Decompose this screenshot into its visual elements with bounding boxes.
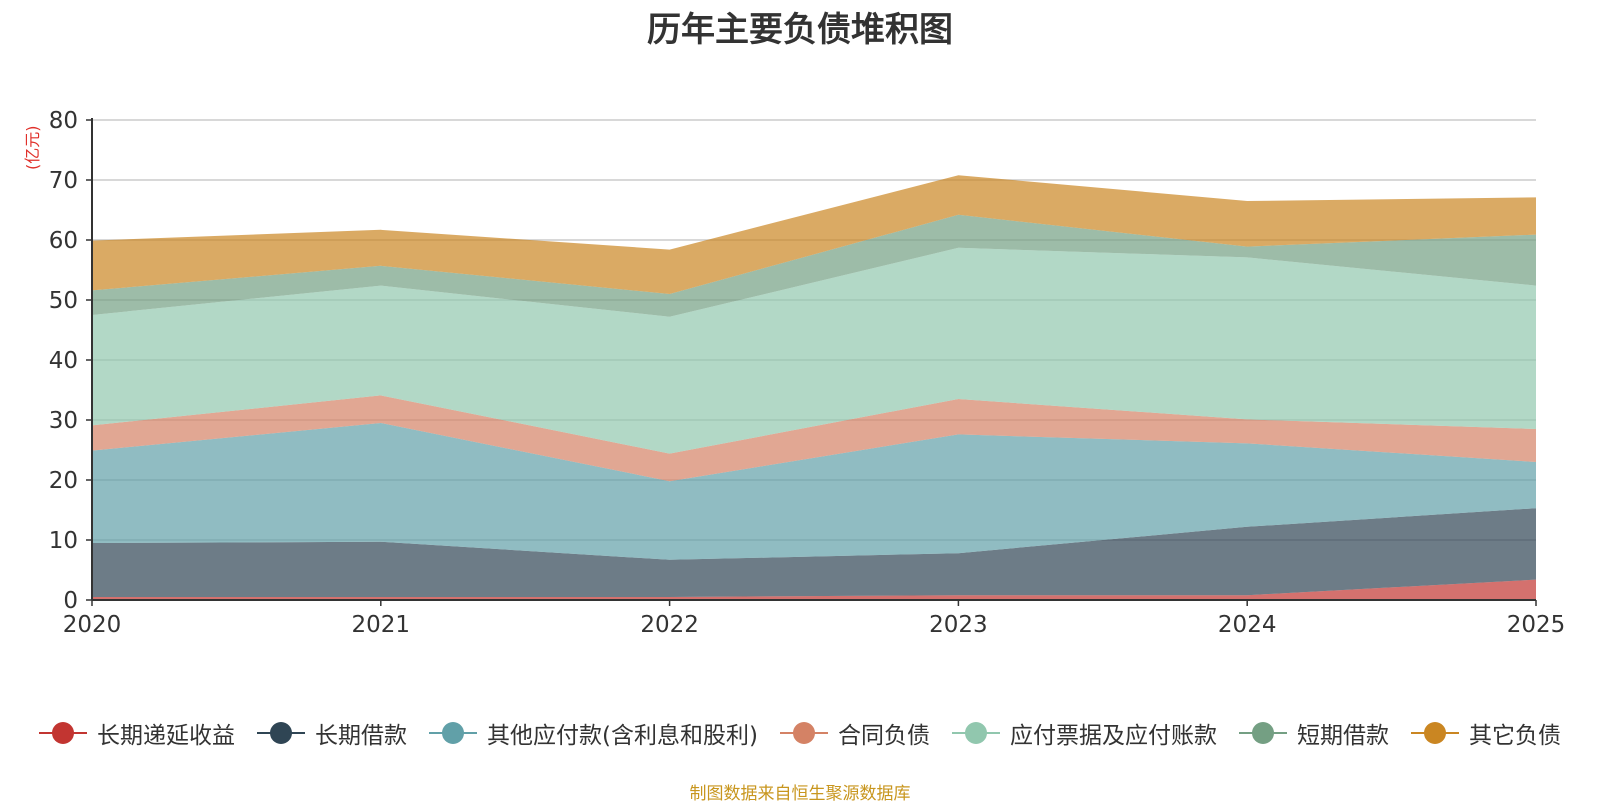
- y-tick-label: 40: [49, 348, 78, 374]
- x-tick-label: 2025: [1507, 612, 1566, 638]
- legend-marker-dot: [442, 722, 465, 744]
- x-tick-label: 2020: [63, 612, 122, 638]
- legend-marker-dot: [1251, 722, 1274, 744]
- legend-marker-icon: [429, 722, 478, 744]
- legend-marker-icon: [1238, 722, 1287, 744]
- legend-label: 长期递延收益: [97, 723, 236, 749]
- legend-item[interactable]: 应付票据及应付账款: [951, 716, 1217, 750]
- legend-marker-dot: [52, 722, 75, 744]
- area-series-3: [92, 423, 1536, 560]
- area-series-1: [92, 579, 1536, 600]
- area-series-5: [92, 247, 1536, 454]
- chart-legend: 长期递延收益 长期借款 其他应付款(含利息和股利) 合同负债 应付票据及应付账款 短期借款…: [0, 716, 1600, 750]
- legend-marker-icon: [779, 722, 828, 744]
- legend-marker-icon: [1410, 722, 1459, 744]
- legend-marker-icon: [257, 722, 306, 744]
- y-tick-label: 70: [49, 168, 78, 194]
- legend-item[interactable]: 短期借款: [1238, 716, 1389, 750]
- stacked-area-chart: 0 10 20 30 40 50 60 70 80 2020 2021 2022 2023 2024 202…: [49, 108, 1566, 638]
- legend-marker-dot: [792, 722, 815, 744]
- legend-label: 其他应付款(含利息和股利): [487, 723, 758, 749]
- area-series-4: [92, 395, 1536, 482]
- y-tick-label: 50: [49, 288, 78, 314]
- y-tick-label: 0: [63, 588, 78, 614]
- legend-item[interactable]: 其他应付款(含利息和股利): [429, 716, 758, 750]
- chart-title: 历年主要负债堆积图: [647, 10, 953, 50]
- legend-label: 应付票据及应付账款: [1009, 723, 1217, 749]
- y-tick-label: 10: [49, 528, 78, 554]
- y-tick-label: 30: [49, 408, 78, 434]
- legend-item[interactable]: 其它负债: [1410, 716, 1561, 750]
- legend-marker-icon: [951, 722, 1000, 744]
- x-tick-label: 2022: [640, 612, 699, 638]
- area-series-6: [92, 214, 1536, 317]
- source-note: 制图数据来自恒生聚源数据库: [689, 784, 911, 804]
- legend-marker-icon: [39, 722, 88, 744]
- y-tick-label: 20: [49, 468, 78, 494]
- area-series-2: [92, 508, 1536, 597]
- legend-item[interactable]: 长期递延收益: [39, 716, 235, 750]
- y-tick-label: 80: [49, 108, 78, 134]
- legend-label: 短期借款: [1296, 723, 1389, 749]
- y-tick-label: 60: [49, 228, 78, 254]
- legend-label: 长期借款: [315, 723, 408, 749]
- legend-marker-dot: [270, 722, 293, 744]
- legend-item[interactable]: 长期借款: [257, 716, 407, 750]
- legend-marker-dot: [964, 722, 987, 744]
- x-tick-label: 2023: [929, 612, 988, 638]
- area-series-7: [92, 175, 1536, 294]
- x-tick-label: 2024: [1218, 612, 1277, 638]
- legend-label: 其它负债: [1468, 723, 1561, 749]
- legend-item[interactable]: 合同负债: [779, 716, 930, 750]
- legend-marker-dot: [1423, 722, 1446, 744]
- x-tick-label: 2021: [352, 612, 411, 638]
- legend-label: 合同负债: [837, 723, 930, 749]
